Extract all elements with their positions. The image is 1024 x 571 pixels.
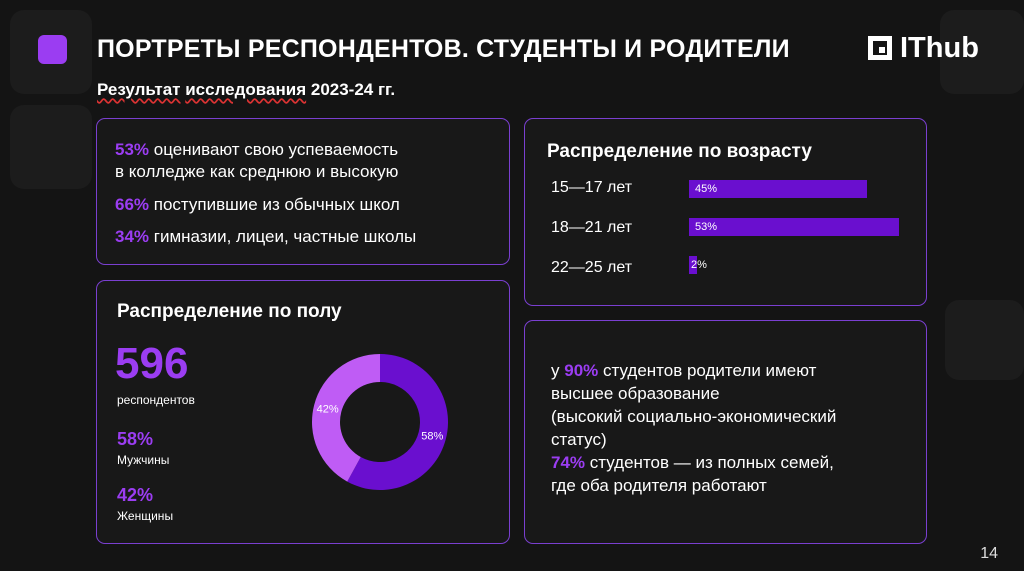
info-text-part: студентов родители имеют xyxy=(603,361,817,380)
parents-info-card: у 90% студентов родители имеют высшее об… xyxy=(524,320,927,544)
gender-heading: Распределение по полу xyxy=(117,301,342,322)
stat-line: в колледже как среднюю и высокую xyxy=(115,161,398,182)
subtitle-word: Результат xyxy=(97,80,181,99)
logo-square-icon xyxy=(38,35,67,64)
info-line: (высокий социально-экономический xyxy=(551,407,837,426)
info-line: 74% студентов — из полных семей, xyxy=(551,451,836,474)
respondents-label: респондентов xyxy=(117,393,195,407)
info-text-part: студентов — из полных семей, xyxy=(589,453,834,472)
background-tile xyxy=(10,105,92,189)
stat-line: 53% оценивают свою успеваемость xyxy=(115,139,398,160)
age-bar: 45% xyxy=(689,180,867,198)
donut-label: 58% xyxy=(421,430,443,442)
info-text-part: у xyxy=(551,361,560,380)
age-heading: Распределение по возрасту xyxy=(547,141,812,162)
age-label: 18—21 лет xyxy=(551,219,633,236)
page-title: ПОРТРЕТЫ РЕСПОНДЕНТОВ. СТУДЕНТЫ И РОДИТЕ… xyxy=(97,35,790,63)
background-tile xyxy=(940,10,1024,94)
stat-pct: 53% xyxy=(115,140,150,159)
stat-text: гимназии, лицеи, частные школы xyxy=(153,227,417,246)
subtitle-years: 2023-24 гг. xyxy=(310,80,396,99)
info-line: где оба родителя работают xyxy=(551,476,767,495)
male-label: Мужчины xyxy=(117,453,170,467)
stat-line: 34% гимназии, лицеи, частные школы xyxy=(115,226,416,247)
page-number: 14 xyxy=(980,545,998,562)
age-label: 22—25 лет xyxy=(551,259,633,276)
age-bar: 53% xyxy=(689,218,899,236)
brand-name: IThub xyxy=(900,31,979,64)
gender-donut-chart: 58% 42% xyxy=(311,354,448,490)
female-pct: 42% xyxy=(117,485,154,505)
stat-text: оценивают свою успеваемость xyxy=(153,140,399,159)
background-tile xyxy=(945,300,1024,380)
info-line: у 90% студентов родители имеют xyxy=(551,359,836,382)
donut-slice-male xyxy=(347,354,448,490)
age-label: 15—17 лет xyxy=(551,179,633,196)
age-bar: 2% xyxy=(689,256,707,274)
donut-slice-female xyxy=(311,354,380,482)
info-line: статус) xyxy=(551,430,607,449)
subtitle-word: исследования xyxy=(185,80,307,99)
donut-label: 42% xyxy=(317,404,339,416)
female-label: Женщины xyxy=(117,509,174,523)
page-subtitle: Результат исследования 2023-24 гг. xyxy=(97,80,395,100)
info-line: высшее образование xyxy=(551,384,720,403)
brand-square-icon xyxy=(868,36,892,60)
stats-card: 53% оценивают свою успеваемость в коллед… xyxy=(96,118,510,265)
age-distribution-card: Распределение по возрасту 15—17 лет 45% … xyxy=(524,118,927,306)
stat-text: поступившие из обычных школ xyxy=(153,195,400,214)
male-pct: 58% xyxy=(117,429,154,449)
stat-text: в колледже как среднюю и высокую xyxy=(115,162,399,181)
stat-line: 66% поступившие из обычных школ xyxy=(115,194,400,215)
respondents-count: 596 xyxy=(115,339,189,388)
info-text: у 90% студентов родители имеют высшее об… xyxy=(551,359,836,497)
info-pct: 74% xyxy=(551,453,586,472)
stat-pct: 34% xyxy=(115,227,150,246)
stat-pct: 66% xyxy=(115,195,150,214)
info-pct: 90% xyxy=(564,361,599,380)
gender-distribution-card: Распределение по полу 596 респондентов 5… xyxy=(96,280,510,544)
brand-logo: IThub xyxy=(868,30,979,66)
